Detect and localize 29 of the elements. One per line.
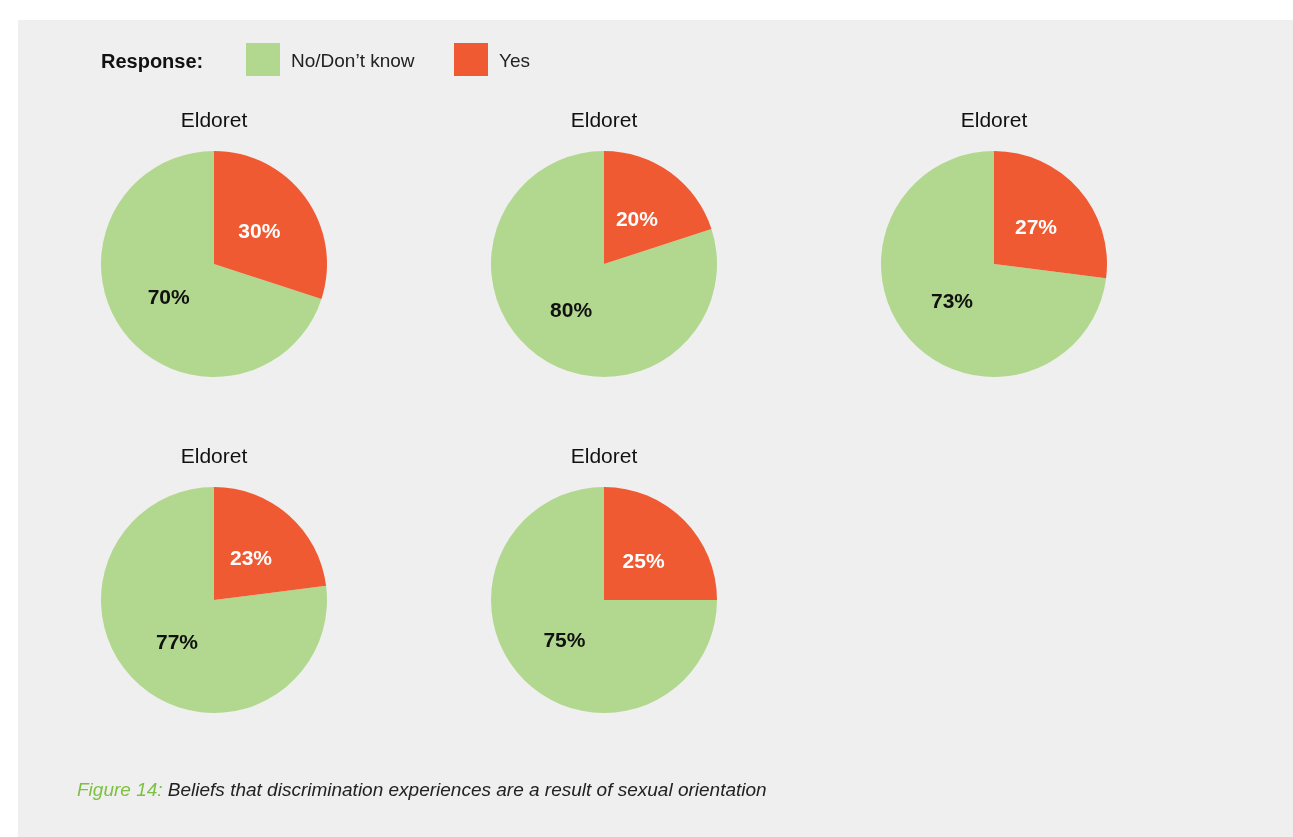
chart-title: Eldoret [180,444,248,467]
data-label: 73% [930,289,974,313]
pie-slice [101,151,322,377]
legend-label: No/Don’t know [291,50,415,71]
pie-slice [604,151,712,264]
data-label: 25% [622,548,665,572]
chart-title: Eldoret [960,108,1028,131]
text: Eldoret [180,108,248,131]
data-label: 27% [1014,215,1058,239]
data-label: 75% [543,627,586,651]
pie-slice [491,151,717,377]
pie-slice [881,151,1107,377]
data-label: 70% [147,285,191,309]
chart-title: Eldoret [570,444,638,467]
caption: Figure 14: Beliefs that discrimination experiences are a result of sexual orientation [77,779,767,800]
data-label: 77% [155,630,199,654]
data-label: 30% [238,219,281,243]
pie-slice [101,487,327,713]
pie-slice [214,151,327,299]
legend-label: Yes [499,50,530,71]
chart-title: Eldoret [570,108,638,131]
legend-title: Response: [101,50,204,72]
pie-slice [214,487,327,600]
data-label: 80% [550,297,593,321]
pie-slice [604,487,717,600]
data-label: 20% [615,207,659,231]
pie-slice [994,151,1107,279]
pie-slice [491,487,717,713]
data-label: 23% [230,546,273,570]
